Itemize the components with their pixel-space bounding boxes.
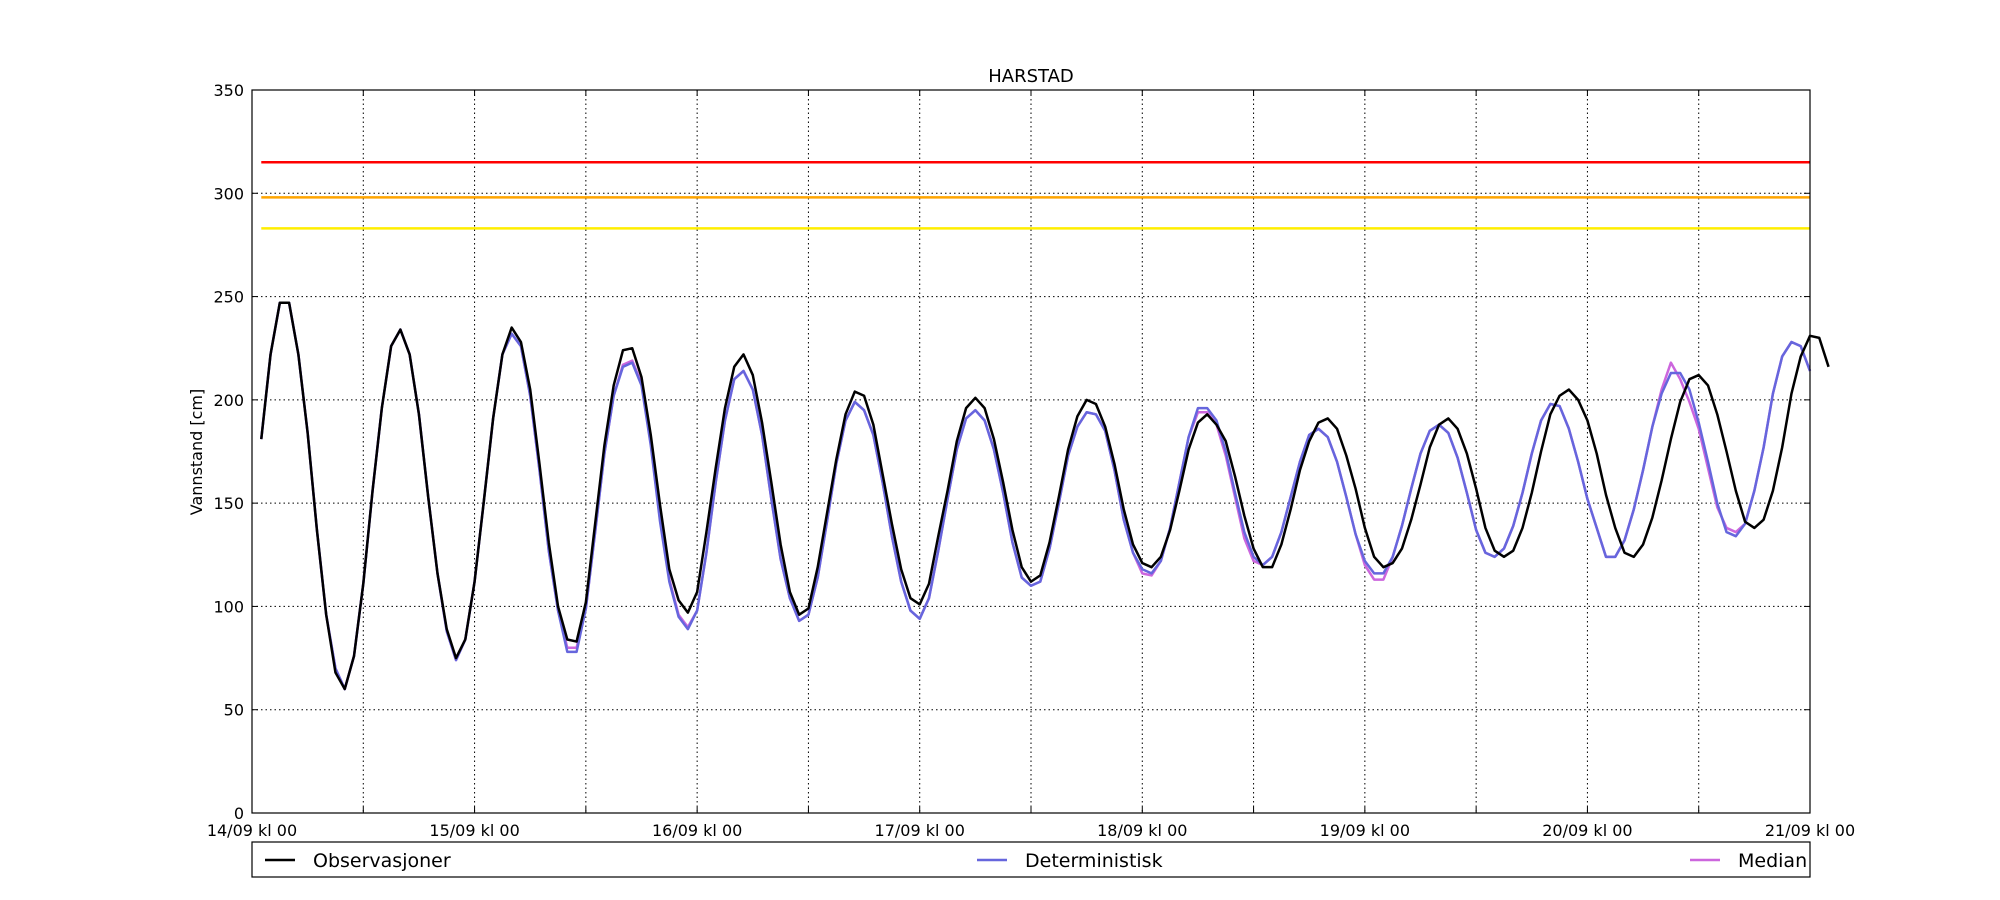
x-tick-label: 15/09 kl 00 xyxy=(429,821,519,840)
chart-title: HARSTAD xyxy=(988,66,1074,87)
series-line-deterministisk xyxy=(260,301,1812,691)
x-tick-label: 18/09 kl 00 xyxy=(1097,821,1187,840)
y-tick-label: 350 xyxy=(213,81,244,100)
series-line-observasjoner xyxy=(260,301,1830,691)
x-tick-label: 19/09 kl 00 xyxy=(1320,821,1410,840)
y-axis-label: Vannstand [cm] xyxy=(187,389,206,515)
y-tick-label: 0 xyxy=(234,804,244,823)
x-tick-label: 17/09 kl 00 xyxy=(875,821,965,840)
axis-ticks: 0 50 100 150 200 250 300 350 14/09 kl 00 15/09 kl… xyxy=(207,81,1855,840)
legend-label-deterministisk: Deterministisk xyxy=(1025,850,1163,872)
legend-label-median: Median xyxy=(1738,850,1807,872)
legend: Observasjoner Deterministisk Median xyxy=(251,841,1811,878)
y-tick-label: 200 xyxy=(213,391,244,410)
legend-frame xyxy=(251,841,1811,878)
x-tick-label: 20/09 kl 00 xyxy=(1542,821,1632,840)
legend-label-observasjoner: Observasjoner xyxy=(313,850,451,872)
y-tick-label: 250 xyxy=(213,288,244,307)
y-tick-label: 150 xyxy=(213,494,244,513)
series-line-median xyxy=(260,301,1812,691)
y-tick-label: 100 xyxy=(213,597,244,616)
x-tick-label: 16/09 kl 00 xyxy=(652,821,742,840)
series-lines xyxy=(260,301,1830,691)
x-tick-label: 14/09 kl 00 xyxy=(207,821,297,840)
threshold-lines xyxy=(261,161,1810,230)
x-tick-label: 21/09 kl 00 xyxy=(1765,821,1855,840)
grid-lines xyxy=(252,90,1810,813)
y-tick-label: 300 xyxy=(213,184,244,203)
y-tick-label: 50 xyxy=(224,701,244,720)
